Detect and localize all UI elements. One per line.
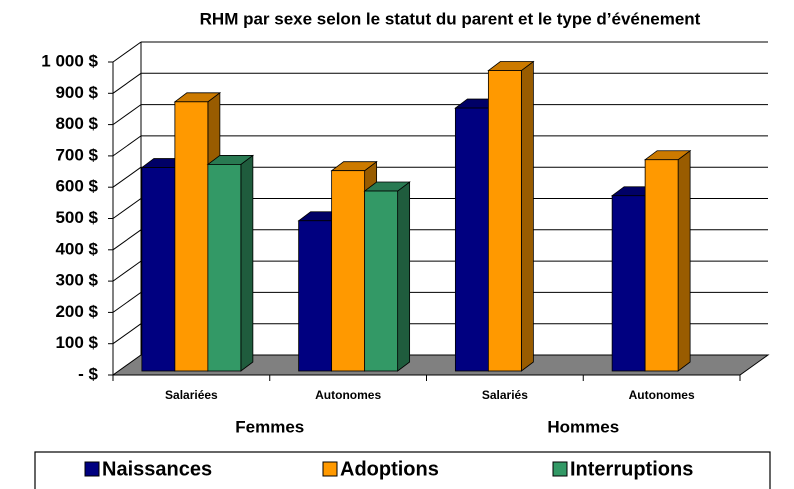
grid-line-side: [112, 229, 142, 251]
grid-line-side: [112, 72, 142, 94]
bar: [331, 170, 366, 372]
grid-line-side: [112, 323, 142, 345]
bar: [454, 107, 489, 372]
x-tick-label: Salariées: [165, 388, 218, 402]
grid-line-side: [112, 135, 142, 157]
y-tick-label: 800 $: [55, 114, 98, 133]
bar-side: [520, 60, 534, 372]
chart-title: RHM par sexe selon le statut du parent e…: [200, 9, 701, 28]
bar: [141, 167, 176, 372]
y-tick-label: 200 $: [55, 302, 98, 321]
bar-side: [397, 181, 411, 372]
y-tick-label: 300 $: [55, 271, 98, 290]
x-tick-label: Autonomes: [629, 388, 695, 402]
y-tick-label: 600 $: [55, 177, 98, 196]
bar: [364, 190, 399, 372]
y-tick-label: 400 $: [55, 239, 98, 258]
group-label: Femmes: [235, 417, 304, 436]
bar: [487, 70, 522, 372]
legend-label: Naissances: [102, 458, 212, 480]
floor: [111, 354, 770, 376]
grid-line-side: [112, 291, 142, 313]
bar: [174, 101, 209, 372]
grid-line-side: [112, 198, 142, 219]
y-tick-label: 500 $: [55, 208, 98, 227]
y-tick-label: 1 000 $: [41, 51, 98, 70]
y-tick-label: 700 $: [55, 145, 98, 164]
legend-swatch: [552, 461, 568, 477]
legend-label: Adoptions: [340, 458, 439, 480]
y-tick-label: - $: [78, 364, 98, 383]
group-label: Hommes: [547, 417, 619, 436]
bar: [207, 164, 242, 372]
y-tick-label: 100 $: [55, 333, 98, 352]
bar: [298, 220, 333, 372]
legend-swatch: [322, 461, 338, 477]
bar: [644, 159, 679, 372]
x-tick-label: Autonomes: [315, 388, 381, 402]
bar-side: [240, 154, 254, 372]
legend-label: Interruptions: [570, 458, 693, 480]
y-tick-label: 900 $: [55, 83, 98, 102]
grid-line-side: [112, 41, 142, 63]
legend-box: [34, 451, 771, 489]
x-tick-label: Salariés: [482, 388, 528, 402]
bar: [611, 195, 646, 372]
grid-line-side: [112, 166, 142, 188]
legend-swatch: [84, 461, 100, 477]
bar-side: [677, 149, 691, 372]
grid-line-side: [112, 260, 142, 282]
grid-line-side: [112, 104, 142, 126]
